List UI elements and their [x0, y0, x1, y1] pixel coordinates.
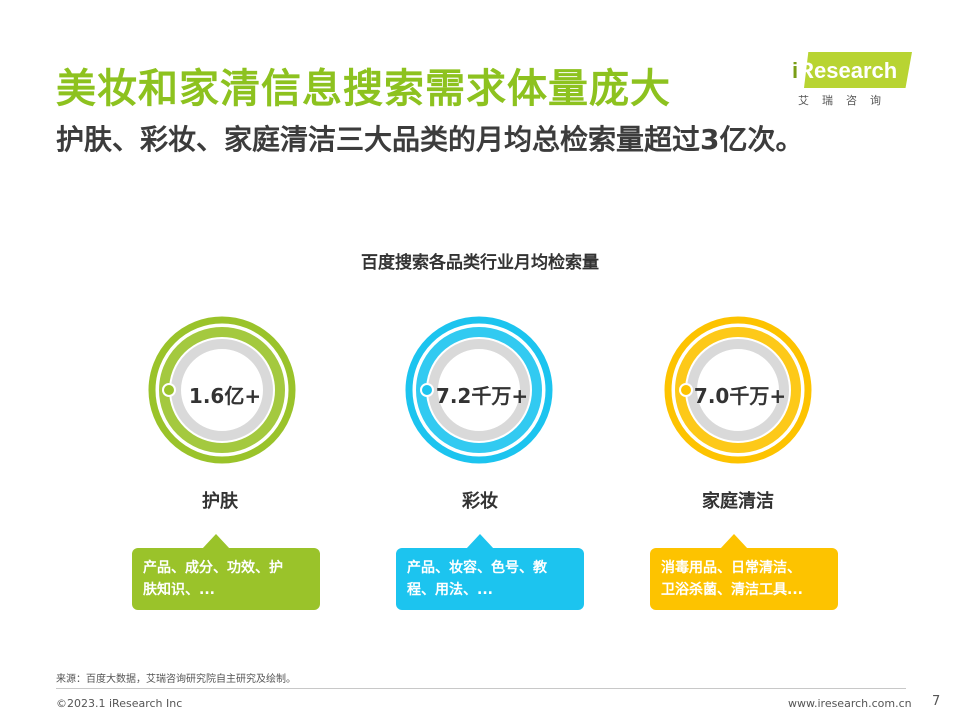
ring-skincare-value: 1.6亿+ — [188, 384, 262, 408]
ring-cleaning-label: 家庭清洁 — [702, 491, 774, 512]
chart-title: 百度搜索各品类行业月均检索量 — [361, 253, 599, 273]
callout-cleaning: 消毒用品、日常清洁、 卫浴杀菌、清洁工具... — [650, 534, 838, 610]
ring-cleaning-value: 7.0千万+ — [693, 384, 787, 408]
ring-makeup-dot — [420, 383, 434, 397]
source-note: 来源：百度大数据，艾瑞咨询研究院自主研究及绘制。 — [56, 674, 296, 685]
iresearch-logo: iResearch 艾瑞咨询 — [792, 50, 914, 108]
ring-makeup — [405, 316, 553, 464]
page-number: 7 — [932, 694, 941, 709]
callout-skincare: 产品、成分、功效、护 肤知识、... — [132, 534, 320, 610]
ring-cleaning — [664, 316, 812, 464]
callout-skincare-line2: 肤知识、... — [143, 582, 215, 598]
logo-banner — [804, 52, 912, 88]
callout-cleaning-line2: 卫浴杀菌、清洁工具... — [661, 582, 803, 598]
ring-makeup-label: 彩妆 — [462, 491, 498, 512]
ring-skincare — [148, 316, 296, 464]
logo-brand: iResearch — [792, 58, 898, 83]
callout-cleaning-line1: 消毒用品、日常清洁、 — [661, 560, 801, 576]
callout-makeup-line2: 程、用法、... — [407, 582, 493, 598]
callout-makeup: 产品、妆容、色号、教 程、用法、... — [396, 534, 584, 610]
footer-divider — [56, 688, 906, 689]
ring-cleaning-dot — [679, 383, 693, 397]
page-subtitle: 护肤、彩妆、家庭清洁三大品类的月均总检索量超过3亿次。 — [56, 123, 804, 156]
copyright: ©2023.1 iResearch Inc — [56, 697, 183, 710]
callout-makeup-line1: 产品、妆容、色号、教 — [407, 560, 547, 576]
ring-skincare-dot — [162, 383, 176, 397]
callout-skincare-line1: 产品、成分、功效、护 — [143, 560, 283, 576]
ring-skincare-outer — [148, 316, 296, 464]
page-title: 美妆和家清信息搜索需求体量庞大 — [56, 66, 671, 112]
ring-makeup-outer — [405, 316, 553, 464]
logo-chinese-name: 艾瑞咨询 — [798, 94, 894, 107]
ring-skincare-label: 护肤 — [202, 491, 238, 512]
website-link[interactable]: www.iresearch.com.cn — [788, 697, 912, 710]
ring-cleaning-outer — [664, 316, 812, 464]
ring-makeup-value: 7.2千万+ — [435, 384, 529, 408]
